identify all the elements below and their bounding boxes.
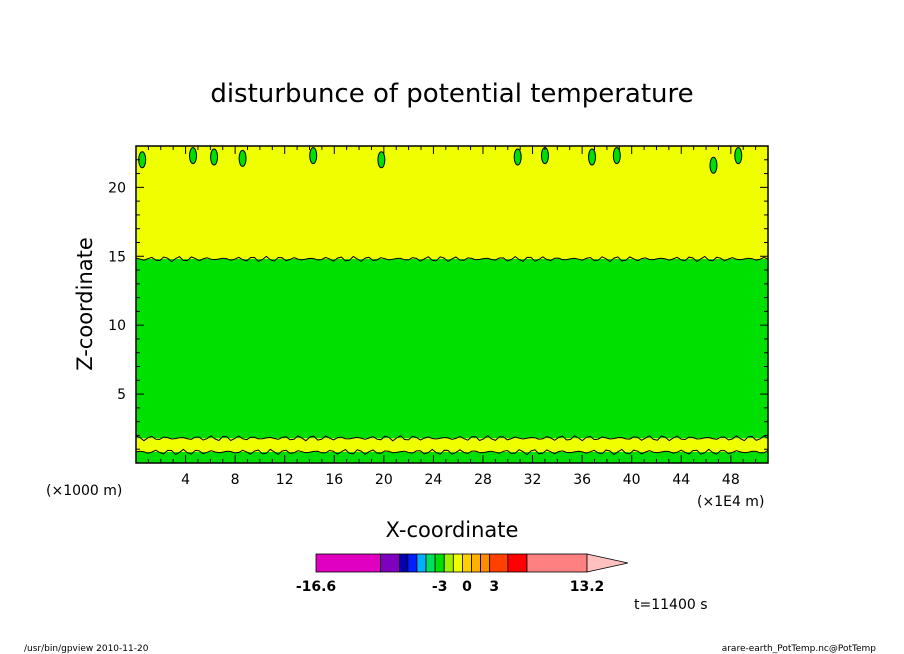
colorbar-segment-12 [489,553,509,573]
contour-blob-10 [709,156,718,174]
footer-left: /usr/bin/gpview 2010-11-20 [24,644,149,654]
y-axis-title: Z-coordinate [73,237,97,371]
x-tick-label: 40 [623,472,641,488]
y-tick-label: 20 [108,180,126,196]
contour-bands [136,146,768,463]
x-tick-label: 44 [672,472,690,488]
y-axis: 5 10 15 20 [108,159,768,450]
x-tick-label: 32 [524,472,542,488]
x-unit-right: (×1E4 m) [697,494,764,510]
x-tick-label: 16 [325,472,343,488]
x-tick-label: 36 [573,472,591,488]
colorbar-segment-6 [434,553,445,573]
x-tick-label: 12 [276,472,294,488]
colorbar-label: 0 [462,579,472,595]
colorbar-segment-10 [471,553,482,573]
colorbar-arrow [586,553,629,573]
colorbar-label: 13.2 [570,579,605,595]
contour-blob-2 [210,148,219,166]
colorbar-segment-9 [462,553,472,573]
colorbar-segment-8 [452,553,463,573]
contour-blobs [138,147,743,174]
contour-blob-6 [513,148,522,166]
contour-blob-3 [238,149,247,167]
colorbar-segment-3 [407,553,418,573]
chart-title: disturbunce of potential temperature [210,79,693,109]
colorbar-label: 3 [489,579,499,595]
contour-blob-4 [309,147,318,165]
colorbar-segment-1 [380,553,401,573]
colorbar-label: -16.6 [296,579,336,595]
contour-band-1 [136,438,768,452]
colorbar-label: -3 [432,579,448,595]
contour-blob-8 [588,148,597,166]
contour-band-0 [136,451,768,463]
plot-frame [135,145,769,464]
colorbar-segment-0 [315,553,381,573]
y-tick-label: 10 [108,318,126,334]
contour-band-2 [136,259,768,439]
contour-band-3 [136,146,768,260]
colorbar: -16.6 -3 0 3 13.2 [296,553,629,595]
colorbar-segment-14 [526,553,588,573]
colorbar-segment-4 [416,553,427,573]
contour-blob-9 [612,147,621,165]
colorbar-segment-2 [399,553,409,573]
contour-blob-11 [734,147,743,165]
colorbar-segment-11 [480,553,491,573]
contour-blob-1 [189,147,198,165]
contour-line-1 [136,434,768,442]
footer-right: arare-earth_PotTemp.nc@PotTemp [722,644,877,654]
time-label: t=11400 s [634,597,708,613]
x-tick-label: 28 [474,472,492,488]
contour-line-0 [136,448,768,456]
contour-blob-7 [540,147,549,165]
y-tick-label: 5 [117,387,126,403]
colorbar-segment-7 [443,553,454,573]
x-axis: 4 8 12 16 20 24 28 32 36 40 44 48 [147,146,757,488]
x-tick-label: 20 [375,472,393,488]
x-unit-left: (×1000 m) [46,483,122,499]
x-axis-title: X-coordinate [386,518,519,542]
x-tick-label: 4 [181,472,190,488]
x-tick-label: 8 [231,472,240,488]
x-tick-label: 48 [722,472,740,488]
colorbar-segment-13 [507,553,528,573]
contour-blob-5 [377,151,386,169]
colorbar-segment-5 [425,553,436,573]
contour-line-2 [136,255,768,263]
x-tick-label: 24 [424,472,442,488]
y-tick-label: 15 [108,249,126,265]
